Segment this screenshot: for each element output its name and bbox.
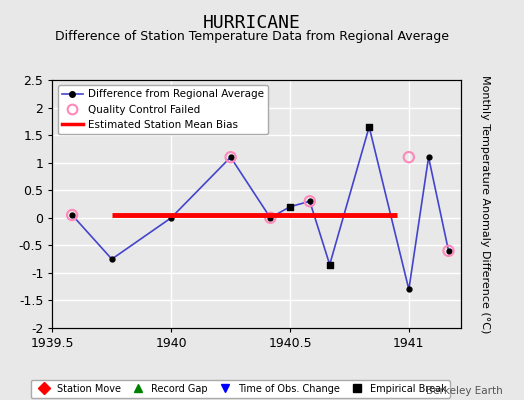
Quality Control Failed [266,214,275,221]
Difference from Regional Average [69,213,75,218]
Difference from Regional Average [366,124,372,129]
Quality Control Failed [405,154,413,160]
Text: Difference of Station Temperature Data from Regional Average: Difference of Station Temperature Data f… [54,30,449,43]
Point [365,124,373,130]
Difference from Regional Average [227,155,234,160]
Point [286,204,294,210]
Y-axis label: Monthly Temperature Anomaly Difference (°C): Monthly Temperature Anomaly Difference (… [480,75,490,333]
Difference from Regional Average [406,287,412,292]
Quality Control Failed [226,154,235,160]
Difference from Regional Average [445,248,452,253]
Point [325,262,334,268]
Quality Control Failed [305,198,314,204]
Line: Difference from Regional Average: Difference from Regional Average [70,124,451,292]
Difference from Regional Average [425,155,432,160]
Quality Control Failed [444,248,453,254]
Difference from Regional Average [108,257,115,262]
Text: HURRICANE: HURRICANE [203,14,300,32]
Difference from Regional Average [307,199,313,204]
Difference from Regional Average [267,215,274,220]
Legend: Station Move, Record Gap, Time of Obs. Change, Empirical Break: Station Move, Record Gap, Time of Obs. C… [30,380,450,398]
Difference from Regional Average [326,262,333,267]
Difference from Regional Average [287,204,293,209]
Text: Berkeley Earth: Berkeley Earth [427,386,503,396]
Difference from Regional Average [168,215,174,220]
Quality Control Failed [68,212,77,218]
